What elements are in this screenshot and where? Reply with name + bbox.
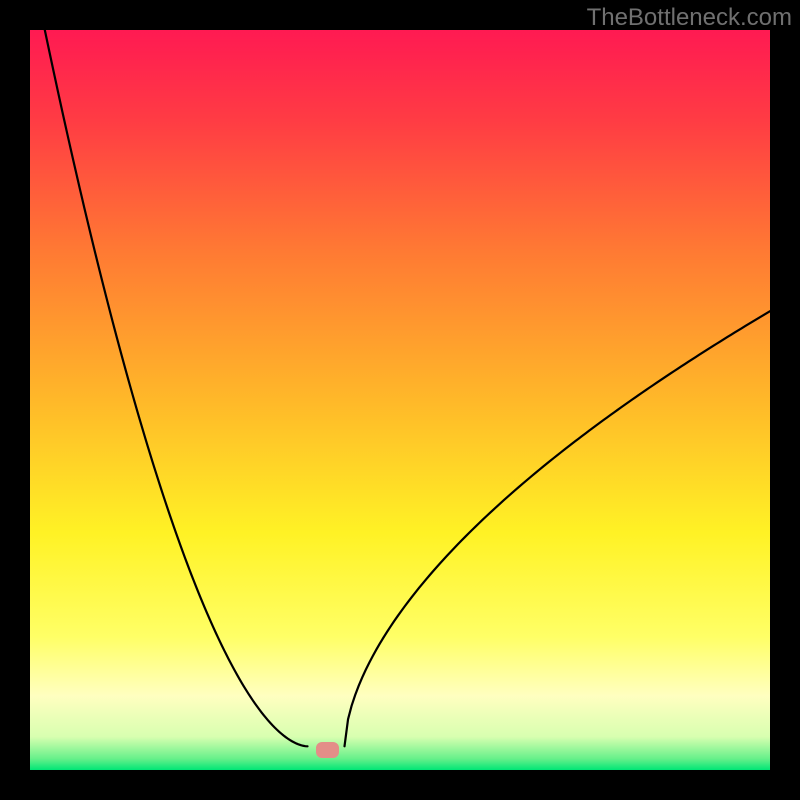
chart-frame: TheBottleneck.com <box>0 0 800 800</box>
right-curve-path <box>345 311 771 746</box>
bottleneck-curve <box>30 30 770 770</box>
optimum-marker <box>316 742 338 758</box>
left-curve-path <box>45 30 308 746</box>
plot-area <box>30 30 770 770</box>
watermark-text: TheBottleneck.com <box>587 4 792 32</box>
